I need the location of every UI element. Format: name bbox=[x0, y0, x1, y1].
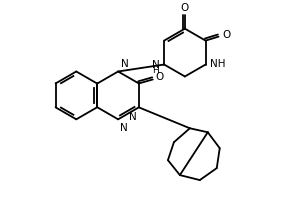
Text: O: O bbox=[223, 30, 231, 40]
Text: N: N bbox=[120, 123, 128, 133]
Text: O: O bbox=[156, 72, 164, 82]
Text: N: N bbox=[121, 59, 129, 69]
Text: N: N bbox=[152, 60, 160, 70]
Text: NH: NH bbox=[210, 59, 225, 69]
Text: O: O bbox=[181, 3, 189, 13]
Text: H: H bbox=[152, 66, 159, 75]
Text: N: N bbox=[129, 112, 137, 122]
